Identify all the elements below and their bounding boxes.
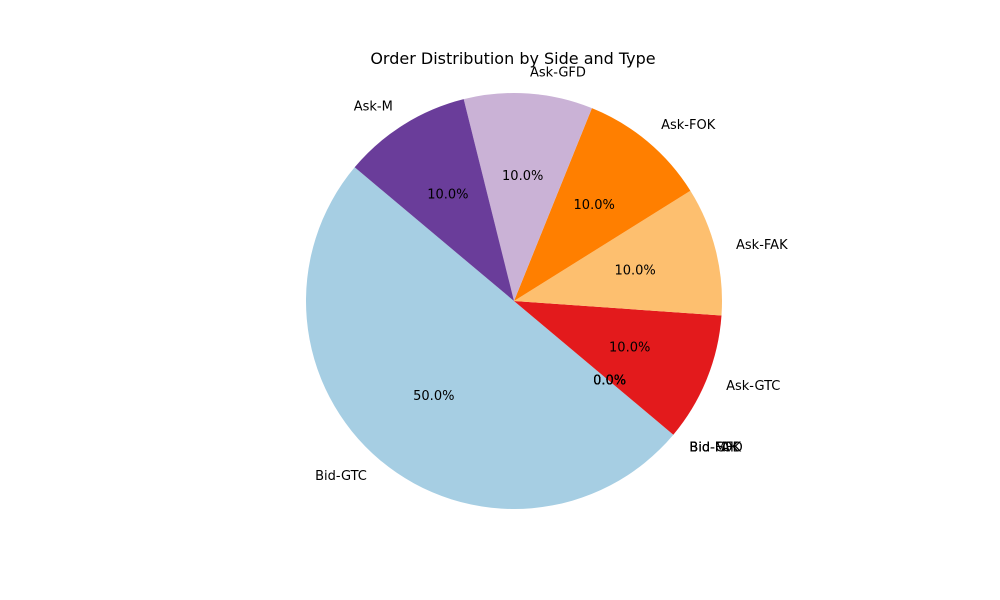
chart-title: Order Distribution by Side and Type bbox=[370, 49, 655, 68]
slice-label-ask-fak: Ask-FAK bbox=[736, 238, 788, 253]
pie-slice-bid-gtc bbox=[305, 167, 674, 510]
slice-label-bid-gfd: Bid-GFD bbox=[689, 441, 743, 456]
slice-label-ask-gfd: Ask-GFD bbox=[530, 65, 586, 80]
slice-label-ask-fok: Ask-FOK bbox=[661, 118, 716, 133]
pie-slice-ask-gfd bbox=[463, 93, 592, 301]
pct-label-ask-gfd: 10.0% bbox=[502, 169, 543, 184]
pie-labels: Bid-GTC50.0%Bid-FAK0.0%Bid-FOK0.0%Bid-GF… bbox=[315, 65, 788, 484]
slice-label-ask-gtc: Ask-GTC bbox=[726, 379, 780, 394]
pie-slice-ask-fok bbox=[514, 108, 691, 302]
pct-label-ask-m: 10.0% bbox=[427, 188, 468, 203]
pct-label-ask-gtc: 10.0% bbox=[609, 340, 650, 355]
pct-label-bid-m: 0.0% bbox=[593, 374, 626, 389]
slice-label-bid-fak: Bid-FAK bbox=[689, 441, 739, 456]
pct-label-bid-gfd: 0.0% bbox=[593, 374, 626, 389]
pct-label-bid-gtc: 50.0% bbox=[413, 389, 454, 404]
pie-slices bbox=[305, 93, 722, 510]
pie-slice-ask-fak bbox=[514, 190, 722, 316]
pie-slice-ask-gtc bbox=[514, 301, 722, 435]
pct-label-bid-fok: 0.0% bbox=[593, 374, 626, 389]
pct-label-ask-fak: 10.0% bbox=[614, 263, 655, 278]
slice-label-ask-m: Ask-M bbox=[354, 100, 393, 115]
pie-slice-ask-m bbox=[354, 99, 514, 302]
slice-label-bid-fok: Bid-FOK bbox=[689, 441, 741, 456]
pct-label-ask-fok: 10.0% bbox=[574, 198, 615, 213]
pct-label-bid-fak: 0.0% bbox=[593, 374, 626, 389]
slice-label-bid-gtc: Bid-GTC bbox=[315, 469, 367, 484]
slice-label-bid-m: Bid-M bbox=[689, 441, 726, 456]
